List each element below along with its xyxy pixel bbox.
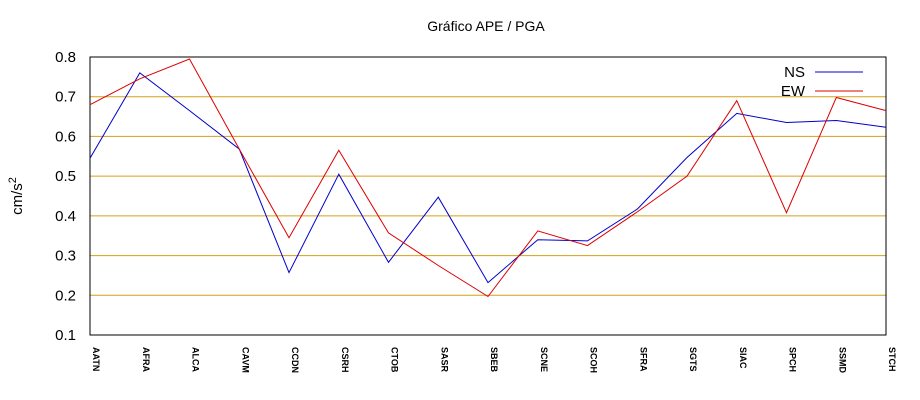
y-tick-label: 0.2 bbox=[55, 287, 76, 304]
series-line-ns bbox=[89, 72, 887, 284]
y-tick-label: 0.6 bbox=[55, 128, 76, 145]
x-tick-label: SSMD bbox=[837, 347, 847, 374]
y-axis-label-exponent: 2 bbox=[7, 177, 19, 183]
x-axis-ticks: AATN AFRA ALCA CAVM CCDN CSRH CTOB SASR SBEB SCNE… bbox=[91, 347, 897, 374]
series-lines bbox=[89, 58, 887, 298]
y-axis-ticks: 0.1 0.2 0.3 0.4 0.5 0.6 0.7 0.8 bbox=[55, 49, 76, 344]
y-axis-label-unit: cm/s bbox=[9, 183, 26, 215]
chart-title: Gráfico APE / PGA bbox=[427, 18, 545, 34]
x-tick-label: SCNE bbox=[539, 347, 549, 372]
x-tick-label: ALCA bbox=[191, 347, 201, 372]
x-tick-label: CTOB bbox=[390, 347, 400, 373]
y-tick-label: 0.4 bbox=[55, 208, 76, 225]
y-tick-label: 0.1 bbox=[55, 327, 76, 344]
x-tick-label: AATN bbox=[91, 347, 101, 371]
x-tick-label: SASR bbox=[439, 347, 449, 373]
plot-frame bbox=[89, 56, 887, 336]
y-axis-label: cm/s2 bbox=[7, 177, 26, 215]
x-tick-label: STCH bbox=[887, 347, 897, 372]
y-tick-label: 0.5 bbox=[55, 168, 76, 185]
y-tick-label: 0.3 bbox=[55, 248, 76, 265]
x-tick-label: SBEB bbox=[489, 347, 499, 373]
x-tick-label: SPCH bbox=[788, 347, 798, 372]
y-tick-label: 0.7 bbox=[55, 89, 76, 106]
x-tick-label: CAVM bbox=[240, 347, 250, 373]
x-tick-label: CSRH bbox=[340, 347, 350, 373]
x-tick-label: SGTS bbox=[688, 347, 698, 372]
x-tick-label: SCOH bbox=[589, 347, 599, 373]
legend: NS EW bbox=[781, 64, 863, 100]
legend-label: EW bbox=[781, 83, 806, 100]
x-tick-label: SFRA bbox=[638, 347, 648, 372]
series-line-ew bbox=[89, 58, 887, 298]
x-tick-label: CCDN bbox=[290, 347, 300, 373]
x-tick-label: AFRA bbox=[141, 347, 151, 372]
legend-label: NS bbox=[784, 64, 805, 81]
x-tick-label: SIAC bbox=[738, 347, 748, 369]
y-tick-label: 0.8 bbox=[55, 49, 76, 66]
